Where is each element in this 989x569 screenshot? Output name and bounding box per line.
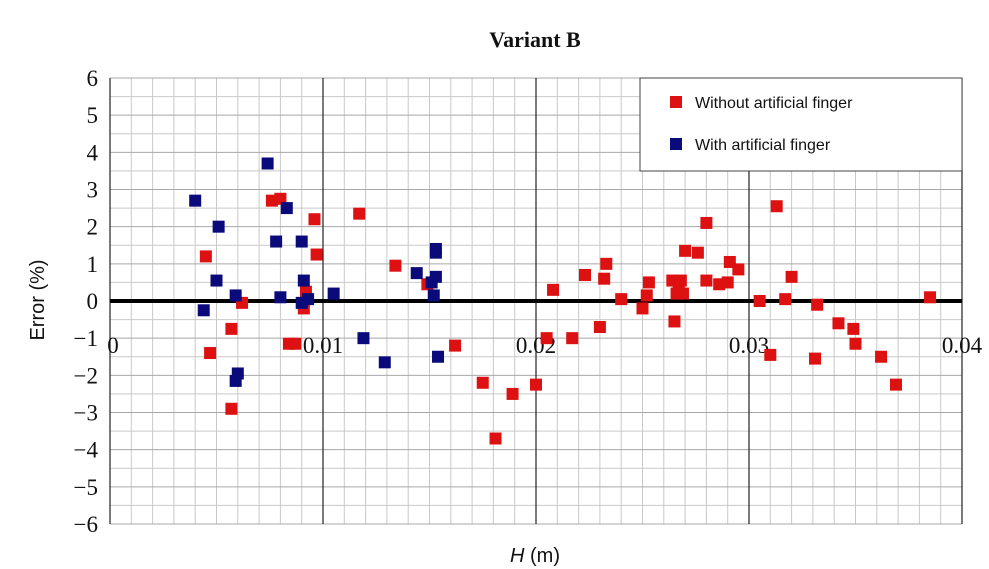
point-without-finger: [199, 250, 212, 263]
point-without-finger: [753, 295, 766, 307]
chart-title: Variant B: [489, 27, 581, 52]
y-tick-label: −2: [74, 363, 98, 388]
point-without-finger: [668, 315, 681, 328]
point-with-finger: [229, 289, 242, 302]
point-with-finger: [212, 220, 225, 233]
point-without-finger: [308, 213, 321, 226]
point-without-finger: [847, 322, 860, 335]
point-without-finger: [353, 207, 366, 220]
point-without-finger: [310, 248, 323, 261]
point-without-finger: [598, 272, 611, 285]
point-without-finger: [566, 332, 579, 345]
legend-box: [639, 77, 963, 172]
y-tick-label: −3: [74, 401, 98, 426]
point-without-finger: [674, 274, 687, 287]
point-without-finger: [615, 293, 628, 306]
point-without-finger: [721, 276, 734, 289]
legend-swatch-without-finger: [670, 96, 682, 108]
y-tick-label: 6: [87, 66, 99, 91]
point-without-finger: [679, 244, 692, 257]
x-tick-label: 0.04: [942, 333, 983, 358]
point-without-finger: [449, 339, 462, 352]
x-tick-label: 0.01: [303, 333, 343, 358]
legend: Without artificial finger With artificia…: [639, 77, 963, 172]
point-without-finger: [389, 259, 402, 272]
point-without-finger: [832, 317, 845, 330]
point-with-finger: [297, 274, 310, 287]
legend-swatch-with-finger: [670, 138, 682, 150]
y-tick-label: 5: [87, 103, 99, 128]
point-without-finger: [691, 246, 704, 259]
point-without-finger: [640, 289, 653, 302]
point-without-finger: [547, 283, 560, 296]
x-axis-symbol: H: [510, 545, 525, 567]
point-without-finger: [204, 347, 217, 360]
point-without-finger: [700, 274, 713, 287]
point-with-finger: [261, 157, 274, 170]
point-with-finger: [197, 304, 210, 317]
data-points: [189, 157, 937, 445]
x-axis-unit: (m): [524, 545, 560, 567]
point-without-finger: [289, 337, 302, 350]
point-with-finger: [231, 367, 244, 380]
point-with-finger: [295, 235, 308, 248]
y-tick-label: −1: [74, 326, 98, 351]
point-with-finger: [427, 289, 440, 302]
y-tick-label: −4: [74, 438, 99, 463]
point-with-finger: [274, 291, 287, 304]
point-with-finger: [410, 267, 423, 280]
y-tick-label: 2: [87, 215, 99, 240]
point-without-finger: [924, 291, 937, 304]
y-tick-label: −5: [74, 475, 98, 500]
point-with-finger: [429, 242, 442, 255]
point-without-finger: [676, 287, 689, 300]
point-without-finger: [811, 298, 824, 311]
y-tick-label: 1: [87, 252, 99, 277]
x-tick-label: 0.03: [729, 333, 769, 358]
point-without-finger: [540, 332, 553, 345]
point-without-finger: [764, 348, 777, 361]
point-without-finger: [770, 200, 783, 213]
point-without-finger: [889, 378, 902, 391]
y-axis-title: Error (%): [27, 259, 49, 340]
y-tick-label: 4: [87, 140, 99, 165]
point-without-finger: [636, 302, 649, 315]
point-without-finger: [225, 322, 238, 335]
point-without-finger: [506, 387, 519, 400]
point-without-finger: [274, 192, 287, 205]
point-with-finger: [189, 194, 202, 207]
y-tick-label: −6: [74, 512, 98, 537]
point-with-finger: [302, 293, 315, 306]
legend-label-without-finger: Without artificial finger: [695, 95, 853, 112]
point-without-finger: [225, 402, 238, 415]
point-without-finger: [642, 276, 655, 289]
point-without-finger: [700, 216, 713, 229]
point-without-finger: [530, 378, 542, 391]
point-without-finger: [578, 268, 591, 281]
point-with-finger: [432, 350, 445, 363]
point-without-finger: [600, 257, 613, 270]
point-with-finger: [357, 332, 370, 345]
point-with-finger: [270, 235, 283, 248]
x-tick-label: 0: [107, 333, 119, 358]
x-axis-title: H (m): [510, 545, 560, 567]
point-without-finger: [732, 263, 745, 276]
point-with-finger: [280, 202, 293, 215]
point-without-finger: [476, 376, 489, 389]
point-without-finger: [809, 352, 822, 365]
point-with-finger: [378, 356, 391, 369]
point-with-finger: [210, 274, 223, 287]
point-without-finger: [779, 293, 792, 306]
point-with-finger: [429, 270, 442, 283]
y-tick-label: 3: [87, 178, 99, 203]
y-tick-label: 0: [87, 289, 99, 314]
point-without-finger: [849, 337, 862, 350]
point-without-finger: [593, 321, 606, 334]
point-without-finger: [875, 350, 888, 363]
point-without-finger: [489, 432, 502, 445]
point-with-finger: [327, 287, 340, 300]
legend-label-with-finger: With artificial finger: [695, 137, 831, 154]
point-without-finger: [785, 270, 798, 283]
